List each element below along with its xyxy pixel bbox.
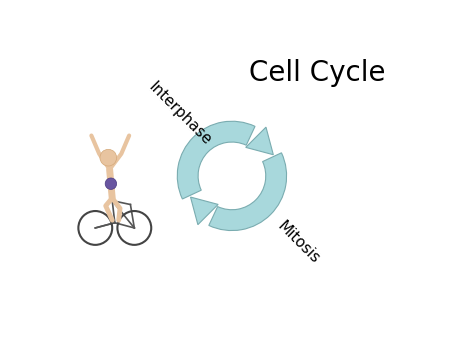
Text: Interphase: Interphase — [146, 80, 215, 148]
Wedge shape — [177, 121, 255, 199]
Polygon shape — [246, 127, 273, 155]
Polygon shape — [190, 197, 218, 225]
Circle shape — [105, 178, 117, 189]
Text: Mitosis: Mitosis — [274, 219, 323, 267]
Wedge shape — [209, 153, 287, 231]
Text: Cell Cycle: Cell Cycle — [249, 59, 385, 87]
Circle shape — [100, 149, 117, 166]
